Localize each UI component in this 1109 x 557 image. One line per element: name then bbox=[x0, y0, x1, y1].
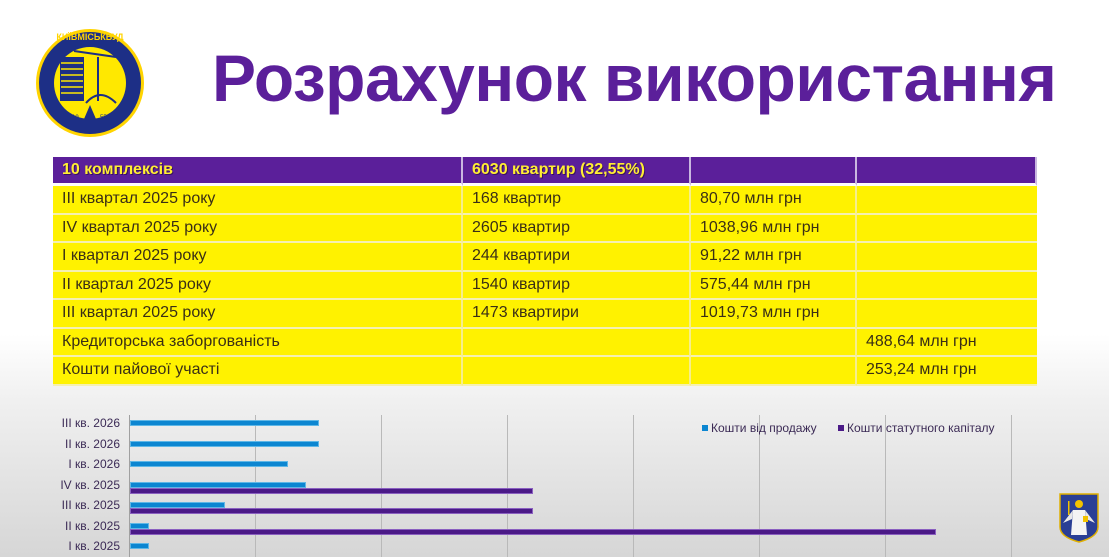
legend-item-sales: Кошти від продажу bbox=[702, 421, 817, 435]
bar-sales bbox=[130, 440, 319, 447]
bar-capital bbox=[130, 508, 534, 514]
table-header-row: 10 комплексів 6030 квартир (32,55%) bbox=[53, 157, 1037, 186]
table-row: IV квартал 2025 року 2605 квартир 1038,9… bbox=[53, 214, 1037, 243]
category-label: IV кв. 2025 bbox=[60, 477, 120, 492]
table-cell: 244 квартири bbox=[463, 243, 691, 272]
bar-sales bbox=[130, 420, 319, 426]
bar-sales bbox=[130, 461, 288, 467]
y-axis-line bbox=[129, 415, 130, 557]
table-cell: 80,70 млн грн bbox=[691, 186, 857, 215]
bar-sales bbox=[130, 543, 149, 549]
table-cell: 253,24 млн грн bbox=[857, 357, 1037, 386]
gridline bbox=[1011, 415, 1012, 557]
table-cell bbox=[857, 243, 1037, 272]
table-cell: I квартал 2025 року bbox=[53, 243, 463, 272]
table-cell: 488,64 млн грн bbox=[857, 328, 1037, 357]
kyiv-coat-of-arms-icon bbox=[1059, 493, 1099, 543]
table-cell: 2605 квартир bbox=[463, 214, 691, 243]
legend-item-capital: Кошти статутного капіталу bbox=[838, 421, 995, 435]
table-cell: Кредиторська заборгованість bbox=[53, 328, 463, 357]
bar-sales bbox=[130, 481, 307, 488]
table-cell bbox=[857, 300, 1037, 329]
table-cell bbox=[463, 328, 691, 357]
svg-text:КИЇВМІСЬКБУД: КИЇВМІСЬКБУД bbox=[56, 32, 124, 42]
table-row: Кредиторська заборгованість 488,64 млн г… bbox=[53, 328, 1037, 357]
table-cell bbox=[857, 271, 1037, 300]
table-cell: 575,44 млн грн bbox=[691, 271, 857, 300]
gridline bbox=[381, 415, 382, 557]
table-row: Кошти пайової участі 253,24 млн грн bbox=[53, 357, 1037, 386]
table-cell bbox=[691, 357, 857, 386]
table-cell bbox=[857, 186, 1037, 215]
table-cell: III квартал 2025 року bbox=[53, 186, 463, 215]
header-cell: 6030 квартир (32,55%) bbox=[463, 157, 691, 186]
table-cell: IV квартал 2025 року bbox=[53, 214, 463, 243]
svg-text:19: 19 bbox=[72, 115, 79, 121]
category-label: III кв. 2026 bbox=[61, 416, 120, 430]
table-cell: II квартал 2025 року bbox=[53, 271, 463, 300]
bar-sales bbox=[130, 522, 149, 529]
gridline bbox=[633, 415, 634, 557]
svg-text:55: 55 bbox=[100, 115, 107, 121]
category-label: III кв. 2025 bbox=[61, 498, 120, 512]
legend-swatch-icon bbox=[702, 425, 708, 431]
bar-capital bbox=[130, 528, 937, 535]
table-cell bbox=[463, 357, 691, 386]
summary-table: 10 комплексів 6030 квартир (32,55%) III … bbox=[53, 157, 1037, 386]
bar-sales bbox=[130, 502, 225, 508]
header-cell bbox=[857, 157, 1037, 186]
table-row: II квартал 2025 року 1540 квартир 575,44… bbox=[53, 271, 1037, 300]
table-row: III квартал 2025 року 168 квартир 80,70 … bbox=[53, 186, 1037, 215]
header-cell bbox=[691, 157, 857, 186]
category-label: I кв. 2025 bbox=[68, 539, 120, 553]
table-cell: 1540 квартир bbox=[463, 271, 691, 300]
table-row: I квартал 2025 року 244 квартири 91,22 м… bbox=[53, 243, 1037, 272]
table-cell: 1019,73 млн грн bbox=[691, 300, 857, 329]
bar-chart: III кв. 2026 II кв. 2026 I кв. 2026 IV кв. … bbox=[0, 405, 1109, 557]
category-label: I кв. 2026 bbox=[68, 457, 120, 471]
table-cell: 1473 квартири bbox=[463, 300, 691, 329]
table-cell: 91,22 млн грн bbox=[691, 243, 857, 272]
table-cell: Кошти пайової участі bbox=[53, 357, 463, 386]
table-cell: 168 квартир bbox=[463, 186, 691, 215]
table-cell bbox=[857, 214, 1037, 243]
kyivmiskbud-logo: КИЇВМІСЬКБУД 19 55 bbox=[36, 29, 144, 137]
table-cell bbox=[691, 328, 857, 357]
gridline bbox=[885, 415, 886, 557]
bar-capital bbox=[130, 487, 534, 494]
header-cell: 10 комплексів bbox=[53, 157, 463, 186]
category-label: II кв. 2026 bbox=[65, 436, 120, 451]
gridline bbox=[759, 415, 760, 557]
legend-swatch-icon bbox=[838, 425, 844, 431]
table-row: III квартал 2025 року 1473 квартири 1019… bbox=[53, 300, 1037, 329]
gridline bbox=[507, 415, 508, 557]
category-label: II кв. 2025 bbox=[65, 518, 120, 533]
table-cell: 1038,96 млн грн bbox=[691, 214, 857, 243]
page-title: Розрахунок використання bbox=[212, 41, 1057, 115]
table-cell: III квартал 2025 року bbox=[53, 300, 463, 329]
